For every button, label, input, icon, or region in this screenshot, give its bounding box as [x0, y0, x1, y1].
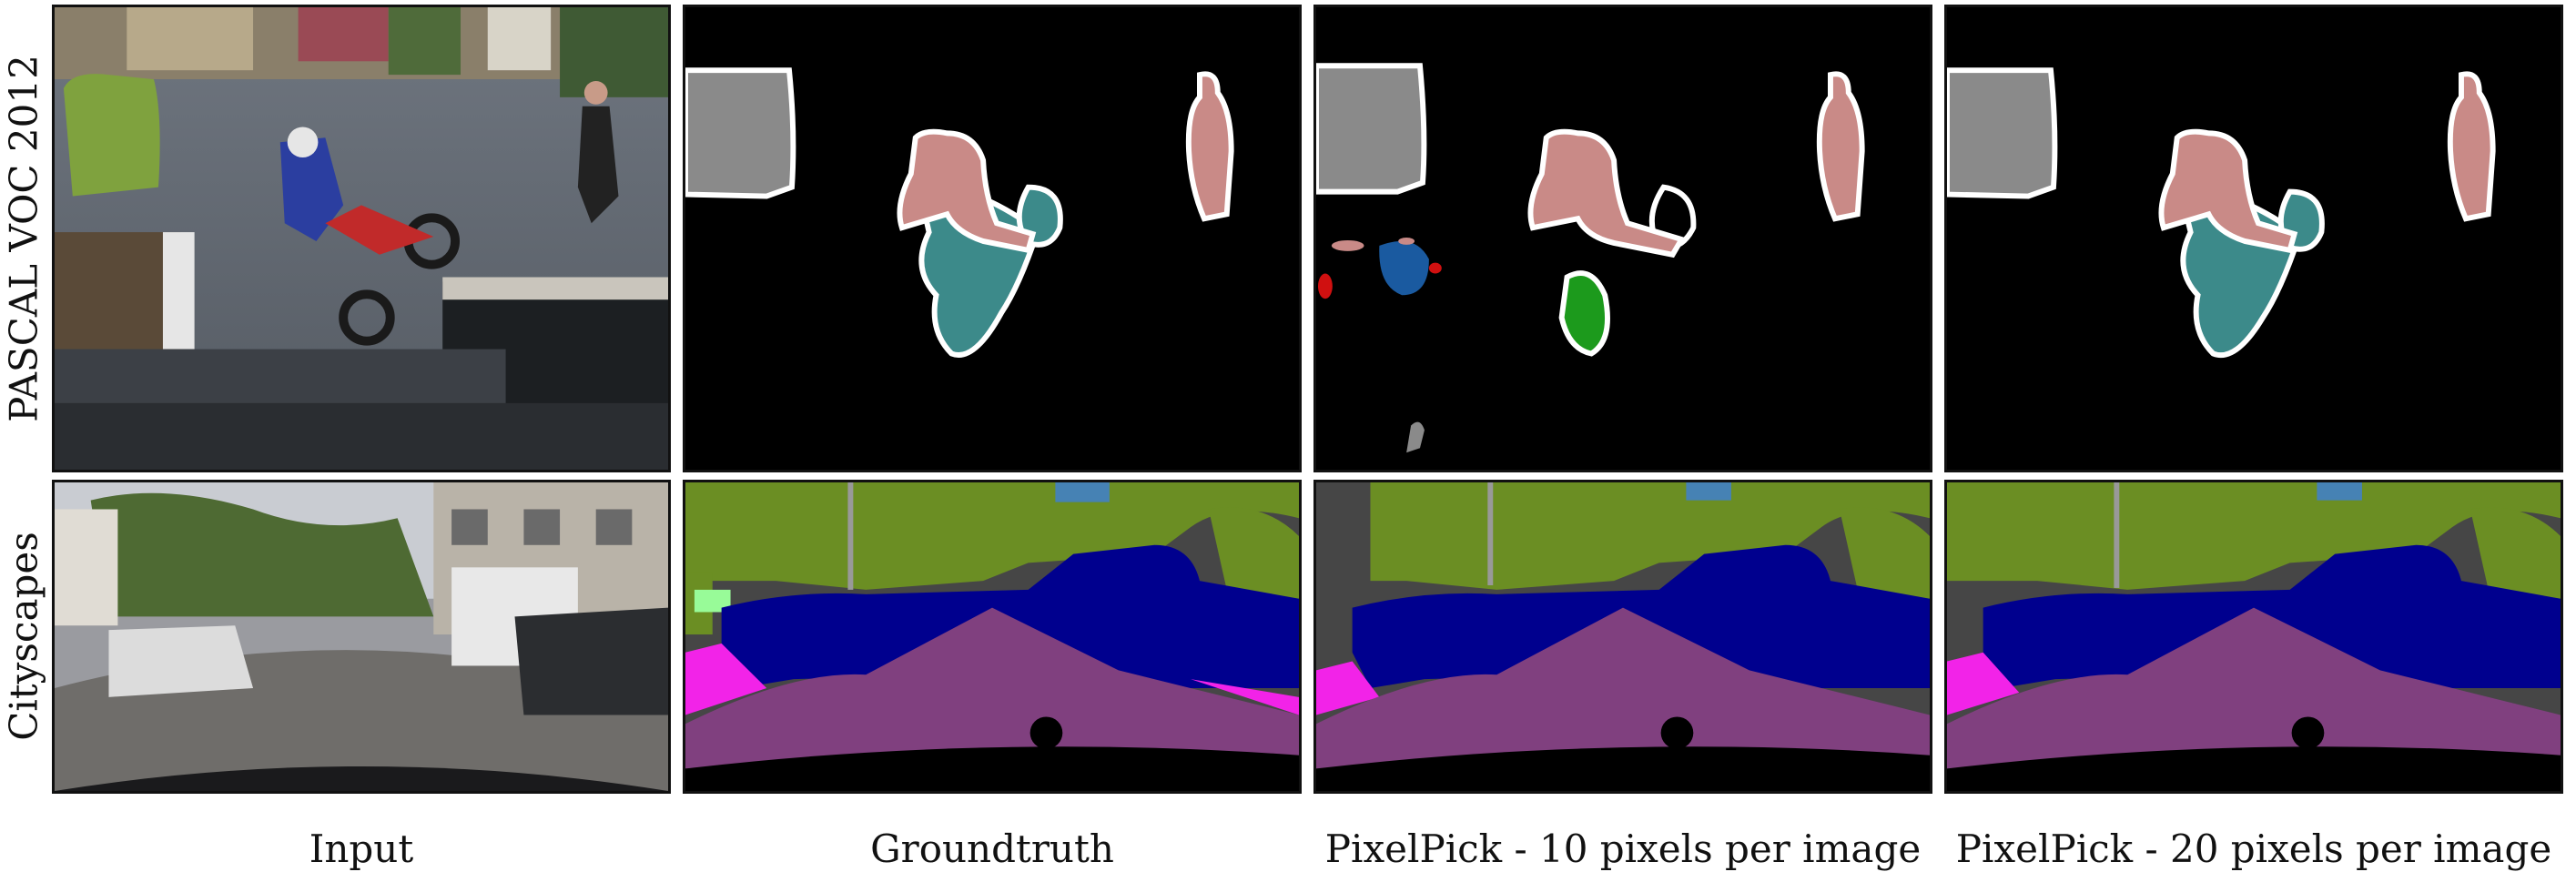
- column-label-input: Input: [309, 826, 414, 871]
- row-label-pascal: PASCAL VOC 2012: [1, 55, 46, 422]
- pascal-pixelpick-10-mask: [1313, 5, 1932, 472]
- row-label-cityscapes: Cityscapes: [1, 532, 46, 741]
- pascal-input-image: [52, 5, 671, 472]
- column-label-pixelpick-20: PixelPick - 20 pixels per image: [1955, 826, 2552, 871]
- column-label-groundtruth: Groundtruth: [870, 826, 1114, 871]
- cityscapes-pixelpick-10-mask: [1313, 480, 1932, 794]
- pascal-groundtruth-mask: [683, 5, 1302, 472]
- pascal-pixelpick-20-mask: [1944, 5, 2563, 472]
- column-label-pixelpick-10: PixelPick - 10 pixels per image: [1324, 826, 1922, 871]
- cityscapes-input-image: [52, 480, 671, 794]
- cityscapes-pixelpick-20-mask: [1944, 480, 2563, 794]
- cityscapes-groundtruth-mask: [683, 480, 1302, 794]
